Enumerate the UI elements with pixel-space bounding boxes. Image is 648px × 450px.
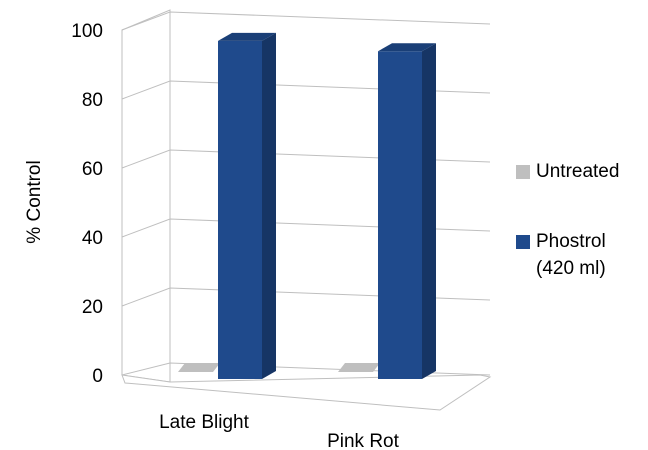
bar-1-1-side (422, 43, 436, 379)
legend-swatch-untreated (516, 165, 530, 179)
legend-swatch-phostrol (516, 235, 530, 249)
y-tick-40: 40 (82, 228, 103, 249)
y-tick-80: 80 (82, 90, 103, 111)
bars (178, 32, 436, 380)
category-labels: Late Blight Pink Rot (159, 412, 400, 450)
y-axis-label: % Control (24, 160, 45, 243)
y-tick-0: 0 (92, 366, 103, 387)
gridline-100 (121, 11, 491, 31)
y-tick-20: 20 (82, 297, 103, 318)
bar-1-1-top (378, 43, 436, 52)
legend-item-phostrol: Phostrol (420 ml) (516, 228, 648, 279)
bar-1-0 (338, 363, 380, 372)
legend-label-untreated: Untreated (536, 161, 620, 182)
bar-0-0 (178, 363, 220, 372)
bar-0-1-top (218, 32, 276, 41)
y-tick-60: 60 (82, 159, 103, 180)
floor (121, 374, 492, 411)
legend: Untreated Phostrol (420 ml) (516, 158, 648, 279)
legend-label-phostrol: Phostrol (420 ml) (536, 231, 606, 279)
category-label-0: Late Blight (159, 412, 250, 433)
bar-0-1-side (262, 32, 276, 380)
y-tick-labels: 0 20 40 60 80 100 (71, 21, 103, 387)
legend-item-untreated: Untreated (516, 158, 648, 228)
bar-1-1-front (378, 51, 422, 379)
bar-0-1-front (218, 40, 262, 380)
y-tick-100: 100 (71, 21, 103, 42)
category-label-1: Pink Rot (327, 431, 400, 450)
chart-walls (121, 9, 492, 411)
side-wall (121, 9, 171, 383)
